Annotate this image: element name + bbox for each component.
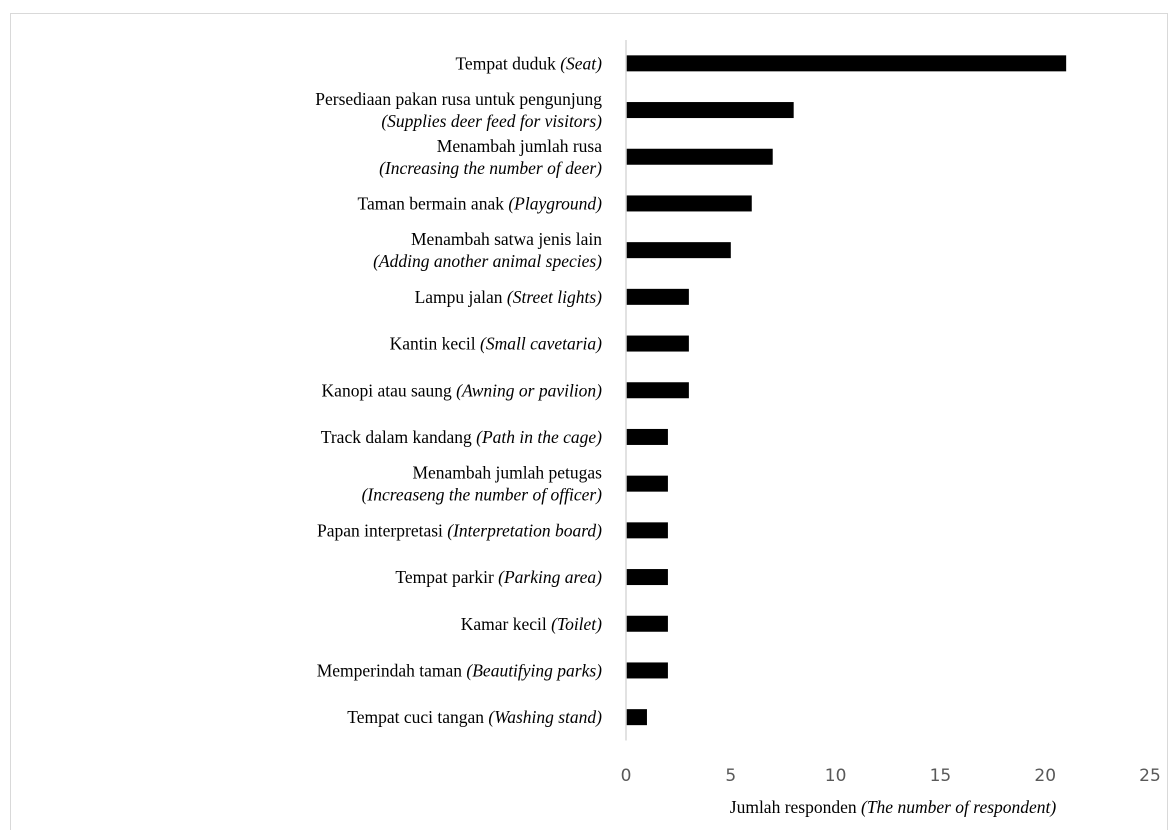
bar-1 (626, 102, 794, 119)
category-label-9-line-1: (Increaseng the number of officer) (362, 485, 603, 505)
category-label-10-line-0: Papan interpretasi (Interpretation board… (317, 520, 602, 540)
category-label-11-line-0: Tempat parkir (Parking area) (395, 567, 602, 587)
category-label-4-line-0: Menambah satwa jenis lain (411, 229, 602, 249)
x-tick-label-4: 20 (1034, 766, 1056, 786)
category-label-13-line-0: Memperindah taman (Beautifying parks) (317, 660, 602, 680)
category-label-3-line-0: Taman bermain anak (Playground) (357, 193, 602, 213)
bar-12 (626, 615, 668, 632)
category-label-5-line-0: Lampu jalan (Street lights) (415, 287, 603, 307)
category-label-12-line-0: Kamar kecil (Toilet) (461, 614, 602, 634)
x-tick-label-2: 10 (825, 766, 847, 786)
x-tick-label-3: 15 (930, 766, 952, 786)
bar-11 (626, 569, 668, 586)
x-tick-label-5: 25 (1139, 766, 1161, 786)
x-axis-title: Jumlah responden (The number of responde… (730, 797, 1057, 817)
x-axis-title-text: Jumlah responden (730, 797, 861, 817)
bar-7 (626, 382, 689, 399)
bar-5 (626, 288, 689, 305)
bar-9 (626, 475, 668, 492)
category-label-6-line-0: Kantin kecil (Small cavetaria) (390, 334, 603, 354)
x-tick-label-1: 5 (725, 766, 736, 786)
category-label-2-line-0: Menambah jumlah rusa (437, 136, 602, 156)
category-label-7-line-0: Kanopi atau saung (Awning or pavilion) (322, 380, 603, 400)
bar-10 (626, 522, 668, 539)
bar-2 (626, 148, 773, 165)
bar-0 (626, 55, 1067, 72)
bar-6 (626, 335, 689, 352)
bar-14 (626, 709, 647, 726)
chart-frame (10, 13, 1168, 830)
bar-13 (626, 662, 668, 679)
category-labels: Tempat duduk (Seat) Persediaan pakan rusa… (315, 53, 602, 727)
category-label-1-line-1: (Supplies deer feed for visitors) (381, 111, 602, 131)
x-tick-label-0: 0 (621, 766, 632, 786)
x-axis-title-italic: (The number of respondent) (861, 797, 1056, 817)
category-label-1-line-0: Persediaan pakan rusa untuk pengunjung (315, 89, 602, 109)
category-label-14-line-0: Tempat cuci tangan (Washing stand) (347, 707, 602, 727)
category-label-4-line-1: (Adding another animal species) (373, 251, 602, 271)
bar-3 (626, 195, 752, 212)
category-label-8-line-0: Track dalam kandang (Path in the cage) (321, 427, 602, 447)
category-label-9-line-0: Menambah jumlah petugas (412, 463, 602, 483)
category-label-0-line-0: Tempat duduk (Seat) (455, 53, 602, 73)
category-label-2-line-1: (Increasing the number of deer) (379, 158, 602, 178)
x-tick-labels: 0 5 10 15 20 25 (621, 766, 1161, 786)
bar-8 (626, 428, 668, 445)
bars-group (626, 55, 1067, 726)
bar-4 (626, 242, 731, 259)
